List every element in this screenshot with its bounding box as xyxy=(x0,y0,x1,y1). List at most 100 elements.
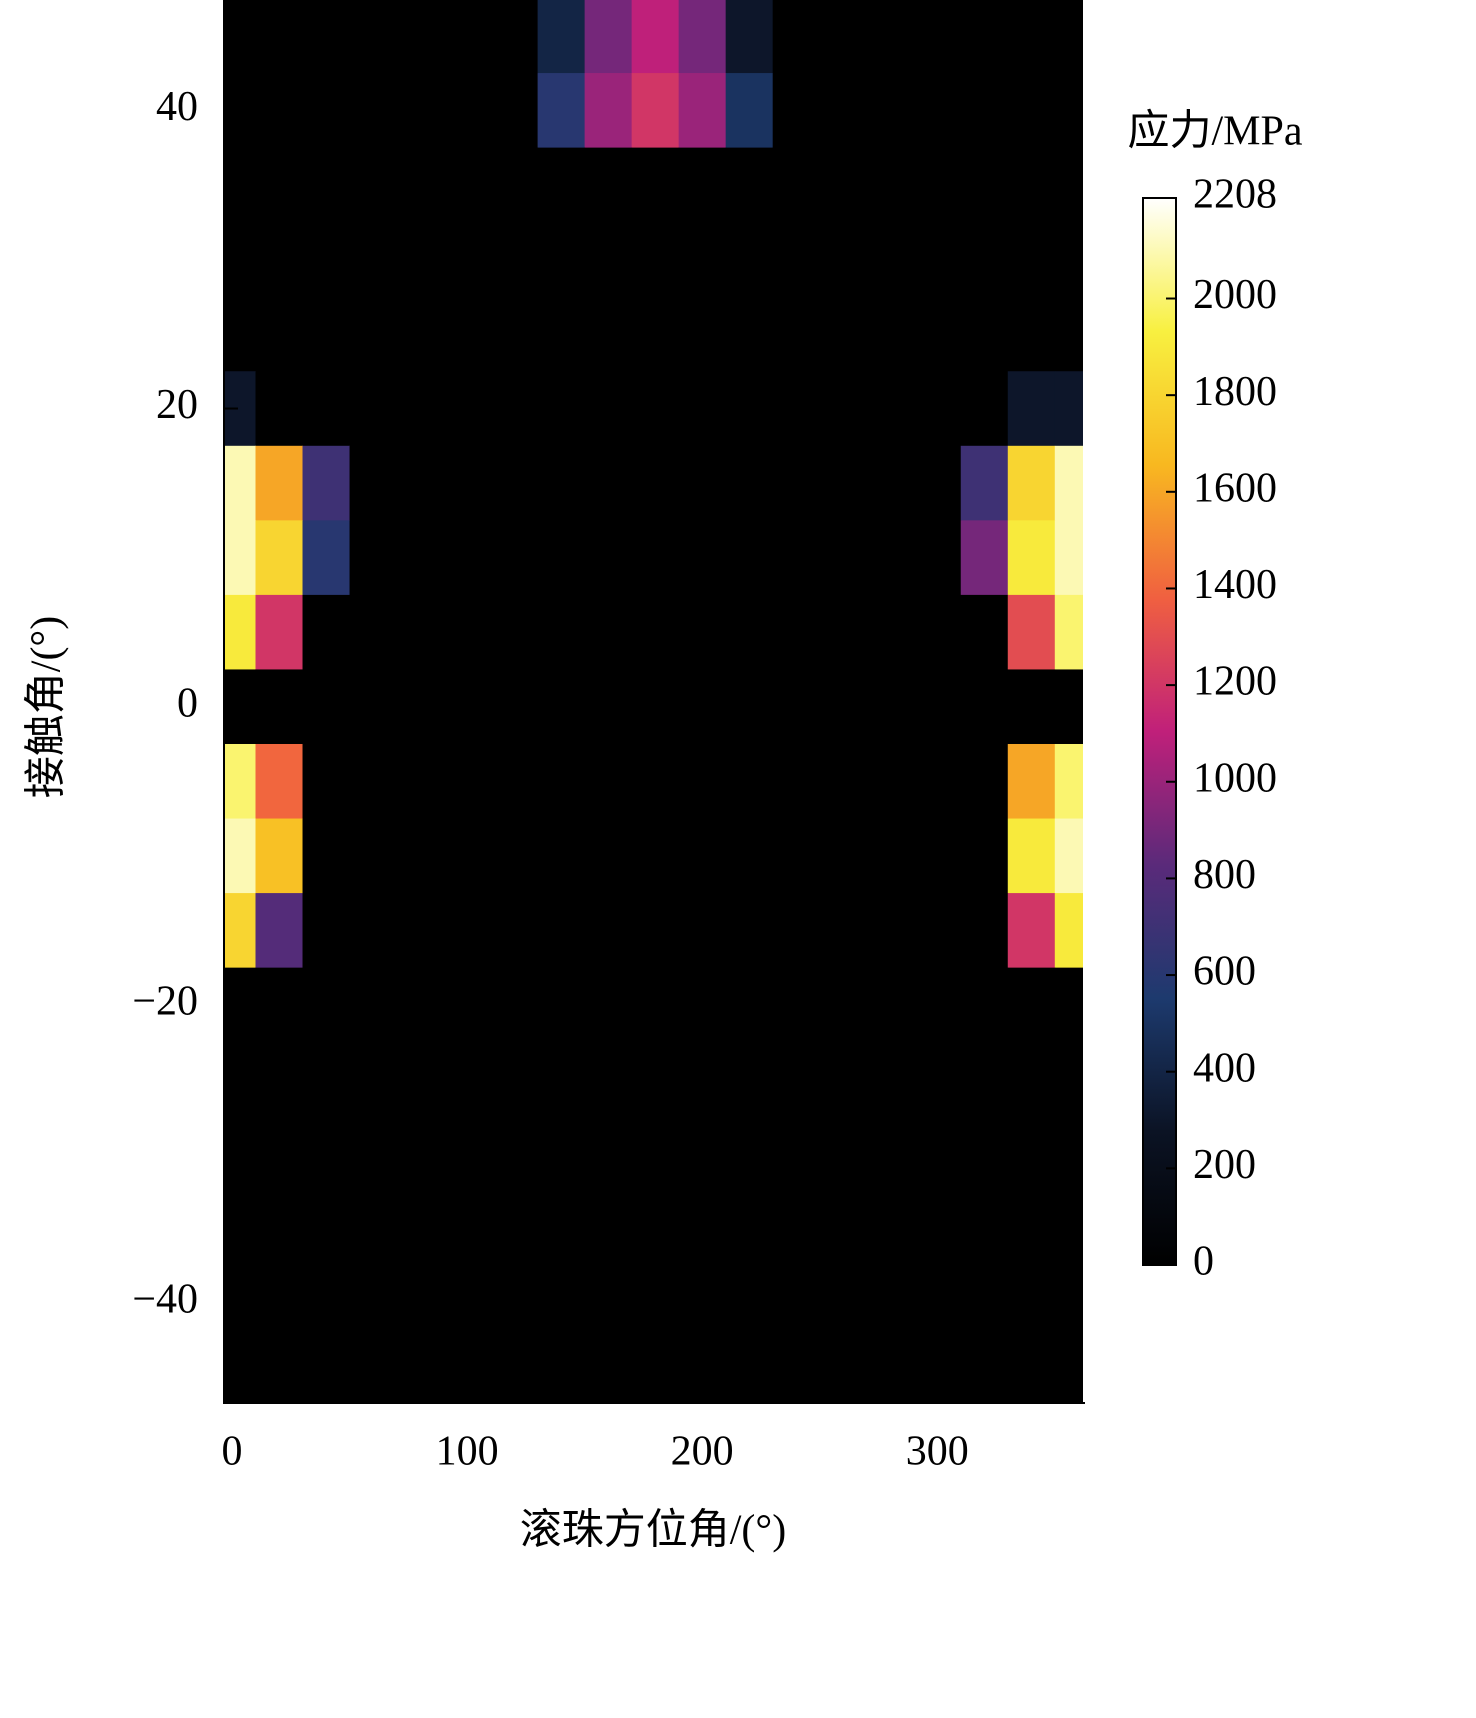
heatmap-cell xyxy=(1054,1191,1083,1267)
heatmap-cell xyxy=(631,893,680,969)
heatmap-cell xyxy=(584,967,633,1043)
heatmap-cell xyxy=(1054,743,1083,820)
heatmap-cell xyxy=(1054,1265,1083,1341)
heatmap-cell xyxy=(772,669,821,745)
heatmap-cell xyxy=(913,222,962,298)
heatmap-cell xyxy=(631,1042,680,1118)
heatmap-cell xyxy=(725,445,774,521)
heatmap-cell xyxy=(490,1265,539,1341)
heatmap-cell xyxy=(913,893,962,969)
heatmap-cell xyxy=(725,669,774,745)
heatmap-cell xyxy=(224,1042,257,1118)
colorbar-tick-label: 400 xyxy=(1193,1045,1256,1091)
colorbar-tick-label: 0 xyxy=(1193,1239,1214,1285)
heatmap-cell xyxy=(1054,371,1083,447)
heatmap-cell xyxy=(1054,1042,1083,1118)
heatmap-cell xyxy=(302,1191,351,1267)
heatmap-cell xyxy=(1054,594,1083,670)
heatmap-cell xyxy=(349,296,398,372)
colorbar-tick-label: 1200 xyxy=(1193,659,1277,705)
heatmap-cell xyxy=(913,1340,962,1403)
heatmap-cell xyxy=(537,222,586,298)
heatmap-cell xyxy=(224,1340,257,1403)
heatmap-cell xyxy=(396,967,445,1043)
heatmap-cell xyxy=(490,1191,539,1267)
heatmap-cell xyxy=(913,967,962,1043)
heatmap-cell xyxy=(396,222,445,298)
heatmap-cell xyxy=(1007,1191,1056,1267)
x-tick-label: 0 xyxy=(221,1429,242,1475)
heatmap-cell xyxy=(960,1340,1009,1403)
heatmap-cell xyxy=(255,1340,304,1403)
heatmap-cell xyxy=(302,594,351,670)
heatmap-cell xyxy=(443,147,492,223)
heatmap-cell xyxy=(960,893,1009,969)
heatmap-cell xyxy=(490,73,539,149)
heatmap-cell xyxy=(255,73,304,149)
heatmap-cell xyxy=(443,669,492,745)
heatmap-cell xyxy=(396,0,445,74)
x-tick-label: 200 xyxy=(671,1429,734,1475)
heatmap-cell xyxy=(631,743,680,820)
heatmap-cell xyxy=(960,1116,1009,1192)
colorbar xyxy=(1142,197,1177,1266)
heatmap-cell xyxy=(960,1265,1009,1341)
heatmap-cell xyxy=(1007,1116,1056,1192)
heatmap-cell xyxy=(537,371,586,447)
heatmap-cell xyxy=(224,445,257,521)
heatmap-cell xyxy=(1054,222,1083,298)
heatmap-cell xyxy=(678,669,727,745)
heatmap-cell xyxy=(960,743,1009,820)
heatmap-cell xyxy=(349,147,398,223)
heatmap-cell xyxy=(490,1042,539,1118)
y-tick-label: 20 xyxy=(156,382,198,428)
heatmap-cell xyxy=(913,594,962,670)
heatmap-cell xyxy=(584,1340,633,1403)
heatmap-cell xyxy=(584,0,633,74)
heatmap-cell xyxy=(725,371,774,447)
heatmap-cell xyxy=(584,371,633,447)
heatmap-cell xyxy=(913,0,962,74)
heatmap-cell xyxy=(302,0,351,74)
heatmap-cell xyxy=(396,296,445,372)
heatmap-cell xyxy=(443,1191,492,1267)
heatmap-cell xyxy=(913,147,962,223)
heatmap-cell xyxy=(631,818,680,894)
colorbar-tick-label: 1600 xyxy=(1193,465,1277,511)
heatmap-cell xyxy=(302,967,351,1043)
heatmap-cell xyxy=(490,893,539,969)
heatmap-cell xyxy=(819,0,868,74)
heatmap-cell xyxy=(772,147,821,223)
heatmap-cell xyxy=(725,73,774,149)
heatmap-cell xyxy=(1007,222,1056,298)
heatmap-cell xyxy=(960,371,1009,447)
heatmap-cell xyxy=(302,371,351,447)
y-tick-label: −20 xyxy=(132,979,198,1025)
heatmap-cell xyxy=(537,594,586,670)
heatmap-cell xyxy=(960,73,1009,149)
heatmap-cell xyxy=(584,669,633,745)
heatmap-cell xyxy=(772,1042,821,1118)
heatmap-cell xyxy=(960,445,1009,521)
heatmap-cell xyxy=(772,1191,821,1267)
heatmap-cell xyxy=(866,1116,915,1192)
heatmap-cell xyxy=(678,1340,727,1403)
heatmap-cell xyxy=(490,371,539,447)
heatmap-cell xyxy=(960,296,1009,372)
heatmap-cell xyxy=(819,594,868,670)
heatmap-cell xyxy=(537,818,586,894)
heatmap-cell xyxy=(584,594,633,670)
heatmap-cell xyxy=(631,1191,680,1267)
heatmap-cell xyxy=(302,222,351,298)
heatmap-cell xyxy=(1054,520,1083,596)
heatmap-cell xyxy=(866,371,915,447)
heatmap-cell xyxy=(537,296,586,372)
heatmap-cell xyxy=(772,520,821,596)
heatmap-cell xyxy=(1054,893,1083,969)
heatmap-cell xyxy=(678,371,727,447)
heatmap-cell xyxy=(866,0,915,74)
heatmap-cell xyxy=(960,1191,1009,1267)
heatmap-cell xyxy=(302,1265,351,1341)
heatmap-cell xyxy=(772,371,821,447)
heatmap-cell xyxy=(349,520,398,596)
